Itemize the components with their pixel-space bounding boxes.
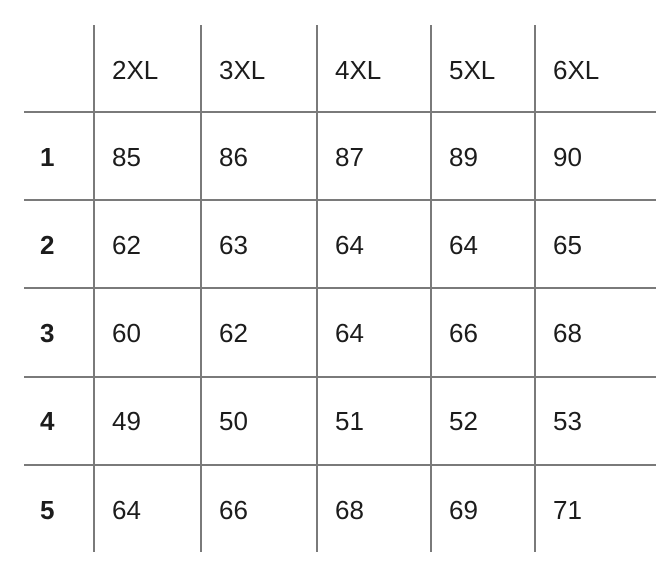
- row-header: 1: [40, 142, 55, 172]
- row-header: 2: [40, 230, 55, 260]
- table-cell: 62: [112, 230, 141, 260]
- table-cell: 49: [112, 406, 141, 436]
- table-cell: 64: [449, 230, 478, 260]
- table-cell: 68: [335, 495, 364, 525]
- row-divider: [24, 464, 656, 466]
- table-cell: 64: [112, 495, 141, 525]
- column-header: 4XL: [335, 55, 382, 85]
- table-cell: 90: [553, 142, 582, 172]
- row-header: 4: [40, 406, 55, 436]
- column-header: 3XL: [219, 55, 266, 85]
- table-cell: 66: [219, 495, 248, 525]
- table-cell: 60: [112, 318, 141, 348]
- row-divider: [24, 111, 656, 113]
- table-cell: 68: [553, 318, 582, 348]
- row-divider: [24, 376, 656, 378]
- row-divider: [24, 199, 656, 201]
- table-cell: 64: [335, 230, 364, 260]
- table-cell: 71: [553, 495, 582, 525]
- table-cell: 51: [335, 406, 364, 436]
- row-header: 5: [40, 495, 55, 525]
- table-cell: 66: [449, 318, 478, 348]
- table-cell: 50: [219, 406, 248, 436]
- table-cell: 62: [219, 318, 248, 348]
- table-cell: 86: [219, 142, 248, 172]
- table-cell: 63: [219, 230, 248, 260]
- table-cell: 65: [553, 230, 582, 260]
- column-header: 6XL: [553, 55, 600, 85]
- row-header: 3: [40, 318, 55, 348]
- table-cell: 64: [335, 318, 364, 348]
- row-divider: [24, 287, 656, 289]
- table-cell: 85: [112, 142, 141, 172]
- table-cell: 52: [449, 406, 478, 436]
- column-header: 2XL: [112, 55, 159, 85]
- table-cell: 87: [335, 142, 364, 172]
- table-cell: 69: [449, 495, 478, 525]
- table-cell: 89: [449, 142, 478, 172]
- table-cell: 53: [553, 406, 582, 436]
- column-header: 5XL: [449, 55, 496, 85]
